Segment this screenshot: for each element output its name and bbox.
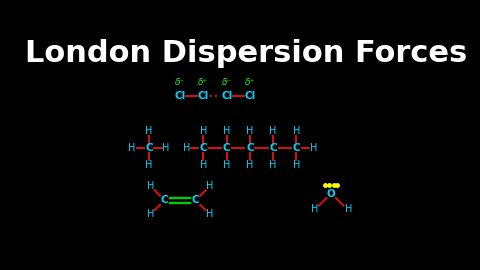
Text: C: C <box>246 143 254 153</box>
Text: H: H <box>246 160 253 170</box>
Text: Cl: Cl <box>244 90 255 100</box>
Text: H: H <box>128 143 136 153</box>
Text: C: C <box>293 143 300 153</box>
Text: H: H <box>269 126 277 136</box>
Text: C: C <box>192 195 199 205</box>
Text: H: H <box>145 126 153 136</box>
Text: C: C <box>161 195 168 205</box>
Text: H: H <box>246 126 253 136</box>
Text: H: H <box>311 204 318 214</box>
Text: H: H <box>223 126 230 136</box>
Text: H: H <box>293 160 300 170</box>
Text: C: C <box>269 143 277 153</box>
Text: H: H <box>147 181 155 191</box>
Text: H: H <box>293 126 300 136</box>
Text: C: C <box>145 143 153 153</box>
Text: δ⁺: δ⁺ <box>198 78 208 87</box>
Text: H: H <box>345 204 352 214</box>
Text: C: C <box>223 143 230 153</box>
Text: H: H <box>163 143 170 153</box>
Text: H: H <box>147 209 155 219</box>
Text: London Dispersion Forces: London Dispersion Forces <box>25 39 467 69</box>
Text: H: H <box>206 209 213 219</box>
Text: H: H <box>145 160 153 170</box>
Text: H: H <box>182 143 190 153</box>
Text: H: H <box>269 160 277 170</box>
Text: H: H <box>200 160 207 170</box>
Text: H: H <box>200 126 207 136</box>
Text: Cl: Cl <box>198 90 209 100</box>
Text: Cl: Cl <box>221 90 232 100</box>
Text: H: H <box>223 160 230 170</box>
Text: C: C <box>200 143 207 153</box>
Text: δ⁻: δ⁻ <box>221 78 232 87</box>
Text: H: H <box>310 143 317 153</box>
Text: Cl: Cl <box>175 90 186 100</box>
Text: δ⁻: δ⁻ <box>175 78 185 87</box>
Text: O: O <box>327 189 336 199</box>
Text: H: H <box>206 181 213 191</box>
Text: δ⁺: δ⁺ <box>245 78 255 87</box>
